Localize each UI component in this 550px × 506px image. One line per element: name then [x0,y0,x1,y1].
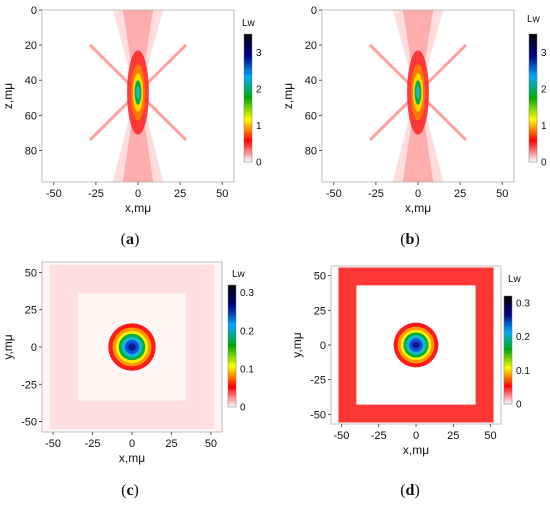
colorbar-tick-label: 0 [516,400,522,411]
colorbar-tick-label: 0.2 [240,326,254,337]
y-tick-label: 0 [311,5,317,17]
y-tick-label: 80 [25,145,37,157]
y-tick-label: 20 [25,40,37,52]
y-tick-label: 25 [314,305,326,317]
y-tick-label: 0 [31,5,37,17]
panel-label: (c) [121,482,139,499]
colorbar-tick-label: 0 [240,403,246,414]
colorbar-tick-label: 0 [256,158,262,169]
y-tick-label: 60 [25,110,37,122]
x-tick-label: 50 [205,438,217,450]
focal-spot-level [136,86,140,99]
panel-c: -50 -25 0 25 50 50 25 0 -25 -50 x,mμ y,mμ Lw 0 0.1 0.2 0… [1,261,254,499]
colorbar-tick-label: 0 [541,158,547,169]
y-tick-label: 20 [305,40,317,52]
x-tick-label: -25 [85,438,101,450]
colorbar-tick-label: 2 [541,84,547,95]
heatmap-field [42,10,234,182]
y-axis-label: y,mμ [290,332,304,357]
y-tick-label: 0 [320,340,326,352]
colorbar-tick-label: 3 [256,48,262,59]
y-tick-label: -25 [21,379,37,391]
y-axis-label: z,mμ [281,83,295,109]
y-axis-label: z,mμ [1,83,15,109]
colorbar-tick-label: 0.1 [240,364,254,375]
y-tick-label: -50 [310,409,326,421]
y-tick-label: 25 [25,305,37,317]
x-tick-label: -25 [368,188,384,200]
spot-level [128,343,136,351]
x-tick-label: 0 [129,438,135,450]
colorbar-tick-label: 0.2 [516,332,530,343]
x-axis-label: x,mμ [119,451,145,465]
y-tick-label: 60 [305,110,317,122]
panel-a: -50 -25 0 25 50 0 20 40 60 80 x,mμ z,mμ Lw 0 1 2 3 (a) [1,5,262,248]
x-tick-label: 0 [415,188,421,200]
x-tick-label: 0 [135,188,141,200]
colorbar-label: Lw [232,269,246,280]
x-tick-label: -50 [46,188,62,200]
panel-label: (a) [121,231,140,248]
x-tick-label: -50 [333,430,349,442]
x-axis-label: x,mμ [125,201,151,215]
x-axis-label: x,mμ [405,201,431,215]
colorbar-tick-label: 2 [256,84,262,95]
colorbar-tick-label: 0.3 [240,288,254,299]
y-axis-label: y,mμ [1,334,15,359]
x-tick-label: -50 [326,188,342,200]
colorbar-tick-label: 1 [541,121,547,132]
y-tick-label: 50 [25,267,37,279]
edge-frame [338,267,494,423]
x-tick-label: 50 [484,430,496,442]
colorbar [243,33,253,163]
y-tick-label: -50 [21,417,37,429]
x-tick-label: 0 [413,430,419,442]
colorbar-label: Lw [527,14,541,25]
colorbar [528,33,538,163]
spot-level [412,341,420,349]
x-tick-label: 25 [447,430,459,442]
x-tick-label: 25 [174,188,186,200]
y-tick-label: 40 [305,75,317,87]
x-axis-label: x,mμ [403,443,429,457]
colorbar-tick-label: 0.3 [516,298,530,309]
x-tick-label: 50 [216,188,228,200]
panel-label: (d) [400,482,420,499]
colorbar-tick-label: 0.1 [516,366,530,377]
y-tick-label: 80 [305,145,317,157]
colorbar [227,284,237,408]
colorbar-label: Lw [242,18,256,29]
x-tick-label: 50 [496,188,508,200]
edge-frame [49,264,215,430]
colorbar [503,295,513,405]
focal-spot-level [416,86,420,99]
panel-label: (b) [400,231,420,248]
panel-b: -50 -25 0 25 50 0 20 40 60 80 x,mμ z,mμ Lw 0 1 2 3 (b) [281,5,547,248]
colorbar-tick-label: 3 [541,48,547,59]
y-tick-label: 0 [31,342,37,354]
x-tick-label: -50 [45,438,61,450]
panel-d: -50 -25 0 25 50 50 25 0 -25 -50 x,mμ y,mμ Lw 0 0.1 0.2 0… [290,265,530,499]
x-tick-label: 25 [165,438,177,450]
heatmap-field [42,262,222,432]
y-tick-label: 40 [25,75,37,87]
colorbar-label: Lw [508,274,522,285]
heatmap-field [322,10,514,182]
x-tick-label: -25 [88,188,104,200]
y-tick-label: -25 [310,375,326,387]
colorbar-tick-label: 1 [256,121,262,132]
heatmap-field [331,266,501,424]
x-tick-label: -25 [371,430,387,442]
x-tick-label: 25 [454,188,466,200]
y-tick-label: 50 [314,271,326,283]
